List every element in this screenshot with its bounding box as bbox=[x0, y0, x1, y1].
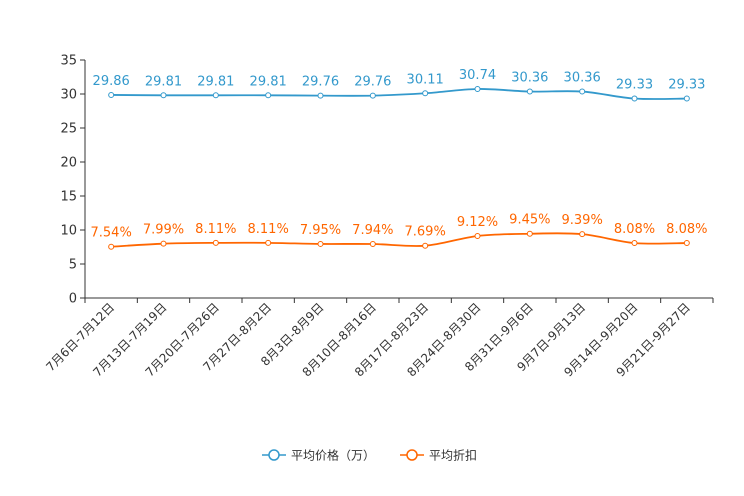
data-label: 30.36 bbox=[564, 71, 601, 86]
data-label: 30.36 bbox=[511, 71, 548, 86]
data-point bbox=[683, 240, 690, 247]
series-2: 7.54% 7.99% 8.11% 8.11% 7.95% 7.94% 7.69% 9.12%… bbox=[91, 213, 707, 250]
data-point bbox=[108, 243, 115, 250]
legend-marker bbox=[268, 449, 280, 461]
data-point bbox=[474, 85, 481, 92]
data-label: 29.33 bbox=[616, 78, 653, 93]
data-label: 29.76 bbox=[354, 75, 391, 90]
data-point bbox=[160, 240, 167, 247]
data-label: 7.69% bbox=[405, 225, 446, 240]
y-tick-label: 5 bbox=[69, 258, 77, 273]
data-point bbox=[212, 239, 219, 246]
y-tick-label: 15 bbox=[60, 190, 77, 205]
legend-item-2: 平均折扣 bbox=[400, 448, 477, 463]
data-label: 29.33 bbox=[668, 78, 705, 93]
data-point bbox=[631, 240, 638, 247]
y-tick-label: 10 bbox=[60, 224, 77, 239]
data-label: 29.81 bbox=[250, 74, 287, 89]
legend-marker bbox=[406, 449, 418, 461]
data-label: 8.11% bbox=[248, 222, 289, 237]
y-tick-label: 0 bbox=[69, 292, 77, 307]
data-label: 7.95% bbox=[300, 223, 341, 238]
data-point bbox=[160, 92, 167, 99]
data-point bbox=[317, 92, 324, 99]
series-line bbox=[111, 232, 687, 248]
data-label: 29.86 bbox=[93, 74, 130, 89]
chart-legend: 平均价格（万） 平均折扣 bbox=[262, 448, 477, 463]
data-point bbox=[212, 92, 219, 99]
data-label: 8.08% bbox=[614, 222, 655, 237]
data-label: 8.08% bbox=[666, 222, 707, 237]
data-label: 29.81 bbox=[197, 74, 234, 89]
data-label: 8.11% bbox=[195, 222, 236, 237]
data-label: 29.76 bbox=[302, 75, 339, 90]
series-line bbox=[111, 88, 687, 100]
legend-item-1: 平均价格（万） bbox=[262, 448, 375, 463]
data-label: 9.45% bbox=[509, 213, 550, 228]
data-point bbox=[422, 90, 429, 97]
y-tick-label: 30 bbox=[60, 88, 77, 103]
data-label: 7.99% bbox=[143, 223, 184, 238]
data-point bbox=[265, 239, 272, 246]
data-point bbox=[579, 88, 586, 95]
data-point bbox=[579, 231, 586, 238]
data-label: 9.39% bbox=[562, 213, 603, 228]
data-label: 30.74 bbox=[459, 68, 496, 83]
chart-series: 29.86 29.81 29.81 29.81 29.76 29.76 30.11 30.74… bbox=[91, 68, 707, 250]
data-point bbox=[526, 230, 533, 237]
data-point bbox=[317, 240, 324, 247]
y-tick-label: 35 bbox=[60, 54, 77, 69]
y-tick-label: 25 bbox=[60, 122, 77, 137]
data-point bbox=[265, 92, 272, 99]
data-label: 30.11 bbox=[407, 72, 444, 87]
data-point bbox=[369, 241, 376, 248]
chart-axes: 051015202530357月6日-7月12日7月13日-7月19日7月20日… bbox=[43, 54, 714, 380]
legend-label: 平均折扣 bbox=[429, 448, 477, 463]
legend-label: 平均价格（万） bbox=[291, 448, 375, 463]
data-label: 7.94% bbox=[352, 223, 393, 238]
data-point bbox=[526, 88, 533, 95]
data-point bbox=[474, 232, 481, 239]
data-label: 29.81 bbox=[145, 74, 182, 89]
y-tick-label: 20 bbox=[60, 156, 77, 171]
series-1: 29.86 29.81 29.81 29.81 29.76 29.76 30.11 30.74… bbox=[93, 68, 705, 102]
data-label: 9.12% bbox=[457, 215, 498, 230]
data-label: 7.54% bbox=[91, 226, 132, 241]
data-point bbox=[369, 92, 376, 99]
data-point bbox=[422, 242, 429, 249]
data-point bbox=[631, 95, 638, 102]
data-point bbox=[683, 95, 690, 102]
data-point bbox=[108, 91, 115, 98]
